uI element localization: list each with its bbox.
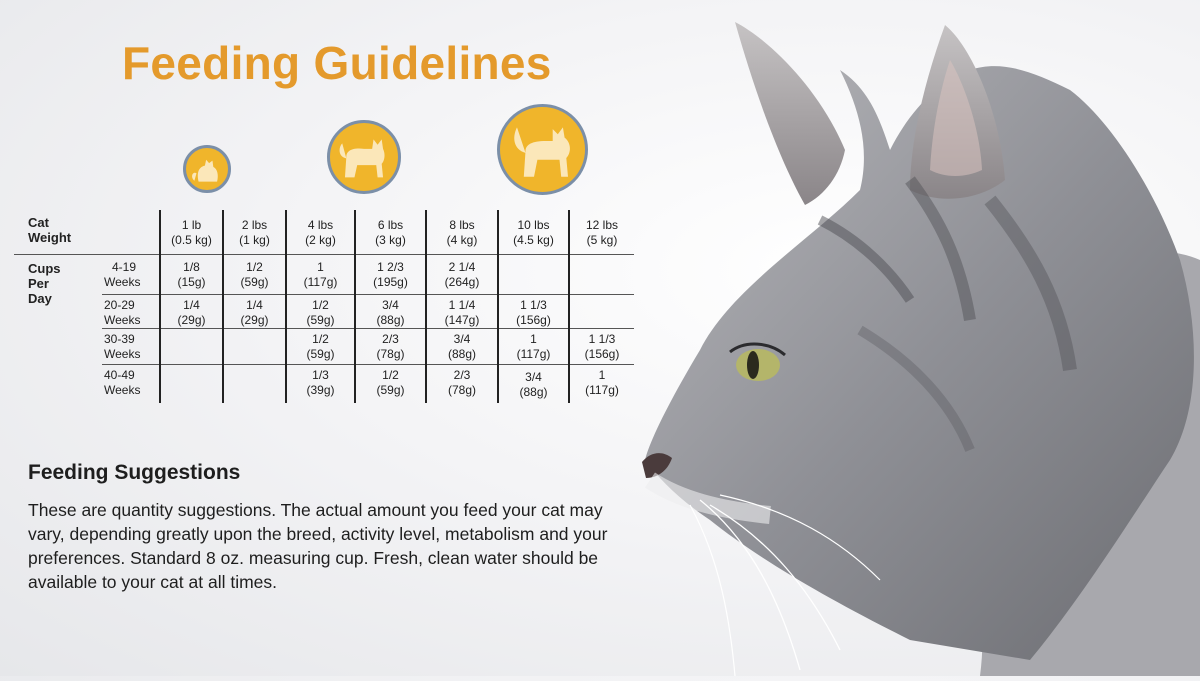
age-label: 30-39 Weeks: [104, 332, 141, 361]
cat-photo: [610, 0, 1200, 677]
table-cell: 3/4 (88g): [447, 332, 476, 361]
cat-large-icon: [497, 104, 588, 195]
table-cell: 1 1/4 (147g): [444, 298, 480, 327]
age-label: 4-19 Weeks: [104, 260, 141, 289]
table-cell: 1 2/3 (195g): [373, 260, 408, 289]
weight-header: Cat Weight: [28, 215, 72, 245]
table-cell: 1/8 (15g): [177, 260, 206, 289]
column-divider: [222, 210, 224, 403]
age-label: 20-29 Weeks: [104, 298, 141, 327]
page-title: Feeding Guidelines: [122, 37, 552, 89]
column-divider: [354, 210, 356, 403]
column-header: 12 lbs (5 kg): [585, 218, 619, 247]
table-cell: 2/3 (78g): [376, 332, 405, 361]
table-cell: 1/4 (29g): [177, 298, 206, 327]
table-cell: 1/4 (29g): [240, 298, 269, 327]
column-divider: [568, 210, 570, 403]
column-header: 2 lbs (1 kg): [239, 218, 270, 247]
row-divider: [102, 294, 634, 295]
suggestions-body: These are quantity suggestions. The actu…: [28, 500, 608, 592]
table-cell: 1 1/3 (156g): [584, 332, 620, 361]
column-header: 10 lbs (4.5 kg): [513, 218, 554, 247]
table-cell: 1 1/3 (156g): [516, 298, 551, 327]
table-cell: 1 (117g): [585, 368, 619, 397]
suggestions-title: Feeding Suggestions: [28, 461, 241, 484]
table-cell: 1/3 (39g): [306, 368, 335, 397]
table-cell: 1/2 (59g): [376, 368, 405, 397]
table-cell: 2/3 (78g): [447, 368, 476, 397]
column-divider: [425, 210, 427, 403]
table-cell: 1 (117g): [516, 332, 551, 361]
column-divider: [159, 210, 161, 403]
table-cell: 1 (117g): [303, 260, 338, 289]
column-header: 4 lbs (2 kg): [305, 218, 336, 247]
table-cell: 3/4 (88g): [376, 298, 405, 327]
table-cell: 1/2 (59g): [240, 260, 269, 289]
column-divider: [497, 210, 499, 403]
column-header: 8 lbs (4 kg): [446, 218, 478, 247]
table-cell: 2 1/4 (264g): [444, 260, 480, 289]
age-label: 40-49 Weeks: [104, 368, 141, 397]
column-header: 6 lbs (3 kg): [375, 218, 406, 247]
cat-small-icon: [183, 145, 231, 193]
table-cell: 1/2 (59g): [306, 298, 335, 327]
row-divider: [102, 328, 634, 329]
row-divider: [102, 364, 634, 365]
column-header: 1 lb (0.5 kg): [171, 218, 212, 247]
cups-header: Cups Per Day: [28, 261, 61, 306]
table-cell: 1/2 (59g): [306, 332, 335, 361]
header-divider: [14, 254, 634, 255]
column-divider: [285, 210, 287, 403]
cat-medium-icon: [327, 120, 401, 194]
table-cell: 3/4 (88g): [519, 370, 548, 399]
